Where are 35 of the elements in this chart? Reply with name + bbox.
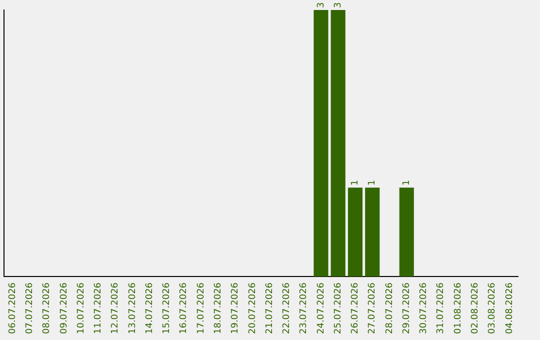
x-tick-label: 01.08.2026 [453, 282, 464, 334]
data-label: 3 [316, 2, 326, 8]
x-tick-label: 24.07.2026 [316, 282, 326, 334]
x-tick-label: 11.07.2026 [94, 282, 104, 334]
x-tick-label: 08.07.2026 [42, 282, 52, 334]
x-tick-label: 12.07.2026 [110, 282, 121, 334]
x-tick-label: 19.07.2026 [230, 282, 241, 334]
x-tick-label: 15.07.2026 [162, 282, 172, 334]
x-tick-label: 04.08.2026 [504, 282, 515, 334]
x-tick-label: 22.07.2026 [282, 282, 292, 334]
x-tick-label: 14.07.2026 [144, 282, 155, 334]
x-tick-label: 26.07.2026 [350, 282, 361, 334]
x-tick-label: 13.07.2026 [128, 282, 138, 334]
x-tick-label: 28.07.2026 [384, 282, 395, 334]
x-tick-label: 02.08.2026 [470, 282, 481, 334]
x-tick-label: 21.07.2026 [264, 282, 275, 334]
x-tick-label: 17.07.2026 [196, 282, 206, 334]
x-tick-label: 30.07.2026 [419, 282, 430, 334]
data-label: 3 [333, 2, 344, 8]
x-tick-label: 03.08.2026 [488, 282, 498, 334]
x-tick-label: 25.07.2026 [333, 282, 344, 334]
x-tick-label: 07.07.2026 [25, 282, 36, 334]
x-tick-label: 20.07.2026 [248, 282, 258, 334]
x-tick-label: 27.07.2026 [368, 282, 378, 334]
x-tick-label: 10.07.2026 [76, 282, 86, 334]
data-label: 1 [350, 180, 361, 186]
x-tick-label: 18.07.2026 [214, 282, 224, 334]
x-tick-label: 09.07.2026 [59, 282, 70, 334]
x-tick-label: 23.07.2026 [299, 282, 310, 334]
x-tick-label: 06.07.2026 [8, 282, 18, 334]
x-tick-label: 29.07.2026 [402, 282, 412, 334]
x-tick-label: 16.07.2026 [179, 282, 190, 334]
data-label: 1 [368, 180, 378, 186]
x-tick-label: 31.07.2026 [436, 282, 446, 334]
data-label: 1 [402, 180, 412, 186]
